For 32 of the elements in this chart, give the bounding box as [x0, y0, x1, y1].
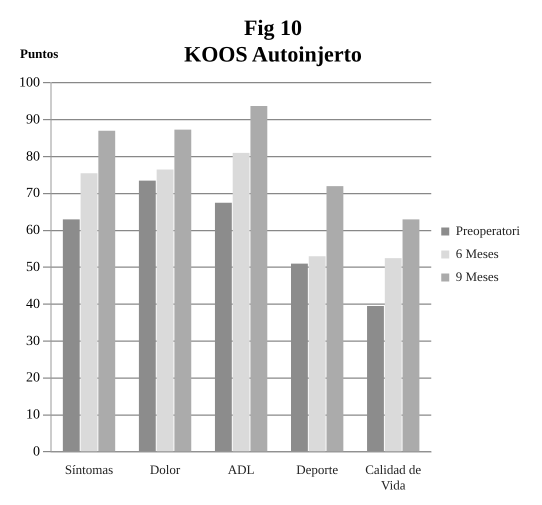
y-tick-label: 60	[26, 223, 40, 238]
y-axis-title: Puntos	[20, 46, 58, 61]
y-tick-label: 100	[19, 75, 40, 90]
bar	[156, 170, 174, 452]
bar	[174, 130, 192, 452]
bar	[250, 106, 268, 452]
x-tick-label: ADL	[228, 462, 255, 478]
legend-label: Preoperatori	[456, 222, 520, 238]
y-tick-label: 50	[26, 260, 40, 275]
y-tick-label: 10	[26, 408, 40, 423]
bar	[402, 219, 420, 452]
legend-label: 6 Meses	[456, 246, 499, 261]
x-tick-label: Calidad de Vida	[365, 462, 422, 493]
y-tick-label: 40	[26, 296, 40, 312]
bar	[98, 130, 116, 452]
x-tick-label: Síntomas	[64, 462, 114, 478]
bar	[384, 258, 402, 452]
chart-title: Fig 10	[244, 14, 302, 40]
legend-label: 9 Meses	[456, 268, 499, 284]
y-tick-label: 0	[33, 444, 40, 460]
bar	[80, 173, 98, 452]
y-tick-label: 20	[26, 370, 40, 386]
chart-subtitle: KOOS Autoinjerto	[184, 41, 362, 66]
bar	[308, 256, 326, 452]
y-tick-label: 30	[26, 334, 40, 349]
bar	[232, 152, 250, 452]
y-tick-label: 80	[26, 149, 40, 164]
x-tick-label: Deporte	[296, 462, 338, 478]
y-tick-label: 70	[26, 186, 40, 202]
y-tick-label: 90	[26, 112, 40, 128]
bar	[326, 186, 344, 452]
x-tick-label: Dolor	[150, 462, 181, 478]
